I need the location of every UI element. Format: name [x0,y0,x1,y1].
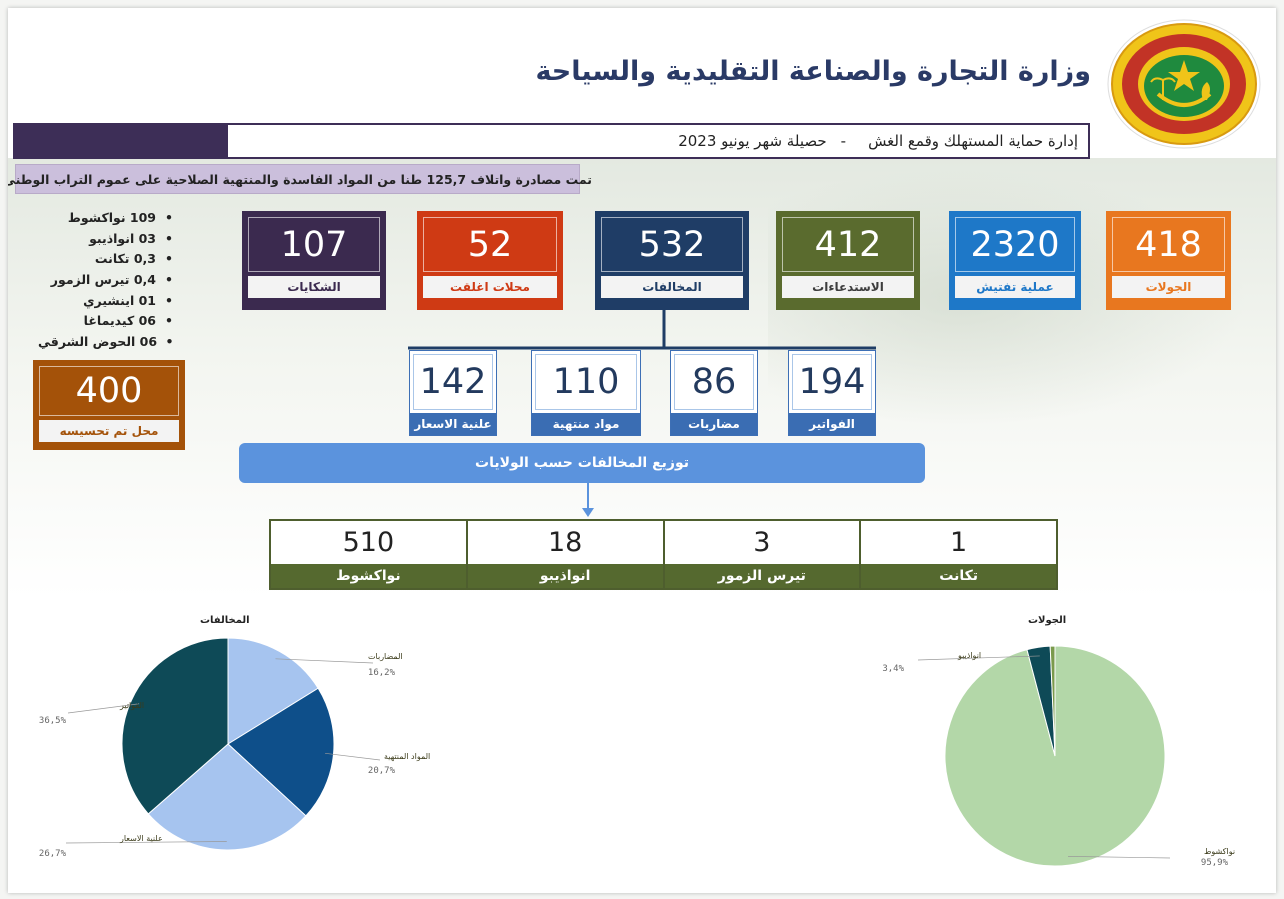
kpi-violations-label: المخالفات [601,276,743,298]
kpi-closed-shops-label: محلات اغلقت [423,276,557,298]
distribution-cell: 510 نواكشوط [271,521,466,588]
violations-pie-chart: المضاربات 16,2% المواد المنتهية 20,7% علنية … [39,637,430,859]
pie-leader-line [65,841,227,844]
report-header: إدارة حماية المستهلك وقمع الغش - حصيلة ش… [228,125,1088,157]
distribution-cell: 18 انواذيبو [465,521,663,588]
kpi-tours-label: الجولات [1112,276,1225,298]
pie-slice-label: علنية الاسعار [119,834,163,843]
pie-slice [121,637,229,815]
violation-price-display-card: 142 علنية الاسعار [409,350,497,436]
pie-slice-percent: 95,9% [1201,858,1229,868]
kpi-violations-value: 532 [601,217,743,272]
kpi-summons-card: 412 الاستدعاءات [776,211,920,310]
distribution-label: انواذيبو [467,564,663,588]
sensitized-shops-value: 400 [39,366,179,416]
region-item: 03 انواذيبو [38,228,178,249]
pie-leader-line [325,752,381,761]
violation-invoices-card: 194 الفواتير [788,350,876,436]
kpi-summons-label: الاستدعاءات [782,276,914,298]
pie-slice-percent: 26,7% [39,849,67,859]
violation-invoices-label: الفواتير [789,413,875,435]
pie-leader-line [1067,856,1171,859]
violation-expired-goods-card: 110 مواد منتهية [531,350,641,436]
distribution-value: 18 [547,527,583,558]
pie-slice-percent: 16,2% [368,668,396,678]
violation-expired-goods-value: 110 [535,354,637,410]
kpi-tours-card: 418 الجولات [1106,211,1231,310]
kpi-tours-value: 418 [1112,217,1225,272]
sensitized-shops-label: محل تم تحسيسه [39,420,179,442]
kpi-complaints-card: 107 الشكايات [242,211,386,310]
pie-slice [1049,645,1056,757]
national-seal [1107,19,1261,149]
pie-leader-line [67,703,140,714]
distribution-label: تكانت [861,564,1056,588]
pie-slice-percent: 3,4% [882,664,904,674]
kpi-inspections-label: عملية تفتيش [955,276,1075,298]
distribution-label: تيرس الزمور [664,564,860,588]
seizure-notice: تمت مصادرة واتلاف 125,7 طنا من المواد ال… [8,164,592,194]
pie-leader-line [275,658,374,664]
ministry-title: وزارة التجارة والصناعة التقليدية والسياح… [535,56,1091,87]
region-seizure-list: 109 نواكشوط 03 انواذيبو 0,3 تكانت 0,4 تي… [38,207,178,352]
report-page: وزارة التجارة والصناعة التقليدية والسياح… [8,8,1276,893]
kpi-closed-shops-card: 52 محلات اغلقت [417,211,563,310]
violation-price-display-label: علنية الاسعار [410,413,496,435]
region-item: 0,3 تكانت [38,248,178,269]
department-name: إدارة حماية المستهلك وقمع الغش [868,132,1078,150]
header-separator: - [840,132,847,150]
pie-slice-label: الفواتير [119,701,144,710]
distribution-value: 1 [950,527,968,558]
violation-price-display-value: 142 [413,354,493,410]
violation-invoices-value: 194 [792,354,872,410]
pie-slice [147,743,307,851]
violation-speculation-label: مضاربات [671,413,757,435]
region-item: 01 اينشيري [38,290,178,311]
region-item: 06 الحوض الشرقي [38,331,178,352]
pie-slice [227,637,319,745]
distribution-value: 3 [753,527,771,558]
kpi-inspections-card: 2320 عملية تفتيش [949,211,1081,310]
kpi-violations-card: 532 المخالفات [595,211,749,310]
kpi-complaints-value: 107 [248,217,380,272]
violations-chart-title: المخالفات [200,615,250,626]
region-item: 109 نواكشوط [38,207,178,228]
report-period: حصيلة شهر يونيو 2023 [678,132,827,150]
tours-pie-chart: نواكشوط 95,9% انواذيبو 3,4% [882,645,1235,868]
distribution-banner: توزيع المخالفات حسب الولايات [239,443,925,483]
region-item: 0,4 تيرس الزمور [38,269,178,290]
pie-slice-label: المواد المنتهية [384,752,430,761]
pie-slice-percent: 36,5% [39,716,67,726]
pie-leader-line [917,655,1040,661]
violation-speculation-card: 86 مضاربات [670,350,758,436]
distribution-cell: 1 تكانت [859,521,1056,588]
tours-chart-title: الجولات [1028,615,1067,626]
pie-slice-label: انواذيبو [957,651,981,660]
pie-slice-label: نواكشوط [1204,847,1235,856]
pie-slice-label: المضاربات [368,652,403,661]
region-item: 06 كيديماغا [38,310,178,331]
distribution-label: نواكشوط [271,564,466,588]
sensitized-shops-card: 400 محل تم تحسيسه [33,360,185,450]
kpi-complaints-label: الشكايات [248,276,380,298]
kpi-closed-shops-value: 52 [423,217,557,272]
distribution-cell: 3 تيرس الزمور [662,521,860,588]
kpi-summons-value: 412 [782,217,914,272]
distribution-value: 510 [342,527,395,558]
violation-expired-goods-label: مواد منتهية [532,413,640,435]
distribution-table: 510 نواكشوط 18 انواذيبو 3 تيرس الزمور 1 … [269,519,1058,590]
violation-speculation-value: 86 [674,354,754,410]
kpi-inspections-value: 2320 [955,217,1075,272]
pie-slice-percent: 20,7% [368,766,396,776]
